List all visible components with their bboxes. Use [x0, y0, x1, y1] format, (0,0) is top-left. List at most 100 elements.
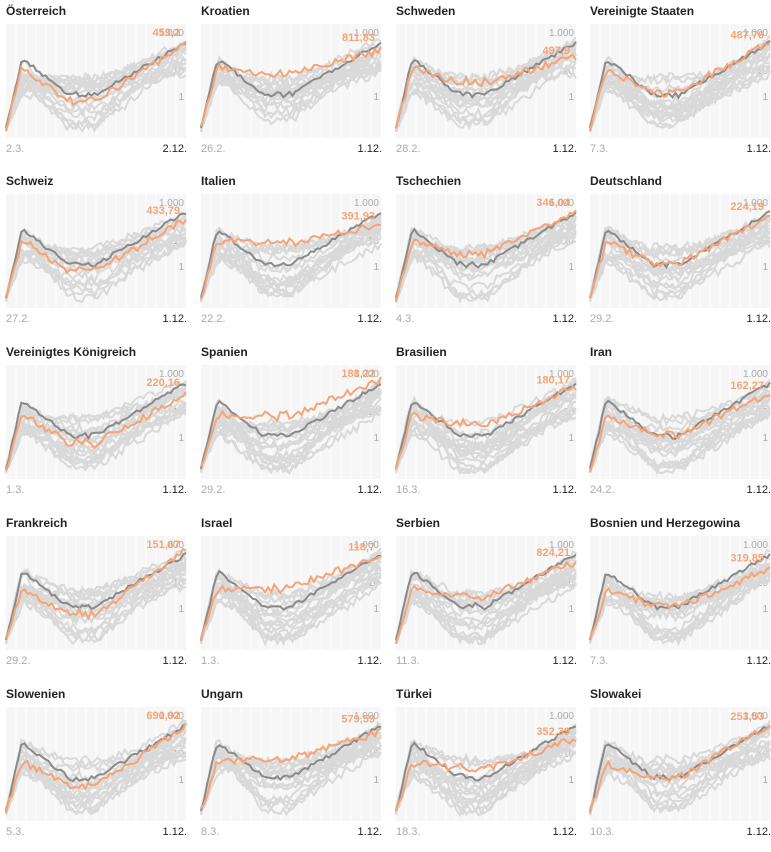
panel-title: Slowakei — [590, 687, 642, 701]
comparison-series-line — [200, 744, 382, 811]
panel-title: Vereinigte Staaten — [590, 4, 695, 18]
chart-panel: Österreich 1.000 10 1 459,2 2.3. 2.12. — [5, 4, 193, 169]
y-tick-label: 1.000 — [354, 711, 379, 722]
comparison-series-line — [589, 564, 771, 642]
panel-title: Israel — [201, 516, 233, 530]
highlighted-series-line — [5, 391, 187, 472]
comparison-series-line — [395, 551, 577, 641]
comparison-series-line — [395, 739, 577, 814]
comparison-series-line — [589, 741, 771, 813]
comparison-series-line — [200, 47, 382, 133]
reference-series-line — [200, 383, 382, 470]
comparison-series-line — [589, 404, 771, 468]
value-label: 579,59 — [341, 713, 375, 725]
y-tick-label: 1 — [178, 775, 184, 786]
start-date-label: 16.3. — [396, 484, 421, 496]
y-tick-label: 1.000 — [743, 198, 768, 209]
y-tick-label: 1 — [178, 92, 184, 103]
highlighted-series-line — [5, 722, 187, 814]
panel-title: Frankreich — [6, 516, 68, 530]
panel-title: Bosnien und Herzegowina — [590, 516, 741, 530]
chart-panel: Brasilien 1.000 10 1 180,17 16.3. 1.12. — [395, 345, 583, 510]
comparison-series-line — [589, 579, 771, 643]
comparison-series-line — [395, 729, 577, 814]
y-tick-label: 1 — [373, 604, 379, 615]
end-date-label: 1.12. — [746, 484, 771, 496]
reference-series-line — [589, 724, 771, 812]
highlighted-series-line — [395, 53, 577, 129]
highlighted-series-line — [5, 219, 187, 298]
end-date-label: 1.12. — [357, 655, 382, 667]
y-tick-label: 1 — [568, 433, 574, 444]
y-tick-label: 1 — [762, 433, 768, 444]
y-tick-label: 1 — [568, 262, 574, 273]
comparison-series-line — [5, 390, 187, 470]
chart-panel: Iran 1.000 10 1 162,27 24.2. 1.12. — [589, 345, 771, 510]
comparison-series-line — [589, 408, 771, 472]
comparison-series-line — [5, 235, 187, 303]
panel-plot: 1.000 10 1 188,22 — [200, 365, 382, 479]
panel-title: Brasilien — [396, 345, 447, 359]
panel-title: Kroatien — [201, 4, 250, 18]
comparison-series-line — [200, 565, 382, 640]
y-tick-label: 1 — [373, 92, 379, 103]
y-tick-label: 1.000 — [354, 28, 379, 39]
highlighted-series-line — [5, 547, 187, 639]
chart-panel: Kroatien 1.000 10 1 811,83 26.2. 1.12. — [200, 4, 388, 169]
start-date-label: 22.2. — [201, 313, 226, 325]
reference-series-line — [5, 383, 187, 470]
y-tick-label: 1.000 — [159, 540, 184, 551]
y-tick-label: 1 — [373, 775, 379, 786]
chart-panel: Italien 1.000 10 1 391,93 22.2. 1.12. — [200, 174, 388, 339]
chart-panel: Spanien 1.000 10 1 188,22 29.2. 1.12. — [200, 345, 388, 510]
comparison-series-line — [395, 36, 577, 133]
panel-title: Türkei — [396, 687, 433, 701]
value-label: 352,39 — [536, 726, 570, 738]
start-date-label: 10.3. — [590, 826, 615, 838]
highlighted-series-line — [200, 376, 382, 468]
comparison-series-line — [589, 52, 771, 132]
reference-series-line — [200, 554, 382, 641]
value-label: 824,21 — [536, 547, 570, 559]
highlighted-series-line — [395, 385, 577, 470]
comparison-series-line — [589, 46, 771, 131]
value-label: 391,93 — [341, 211, 375, 223]
comparison-series-line — [200, 722, 382, 815]
start-date-label: 28.2. — [396, 143, 421, 155]
start-date-label: 11.3. — [396, 655, 420, 667]
reference-series-line — [5, 723, 187, 812]
value-label: 433,79 — [146, 205, 180, 217]
value-label: 118,7 — [348, 541, 375, 553]
comparison-series-line — [5, 561, 187, 642]
comparison-series-line — [589, 68, 771, 126]
comparison-series-line — [5, 66, 187, 127]
panel-title: Deutschland — [590, 174, 663, 188]
comparison-series-line — [395, 561, 577, 645]
y-tick-label: 1.000 — [159, 711, 184, 722]
comparison-series-line — [589, 732, 771, 815]
panel-title: Italien — [201, 174, 236, 188]
chart-panel: Türkei 1.000 10 1 352,39 18.3. 1.12. — [395, 687, 583, 852]
end-date-label: 1.12. — [746, 313, 771, 325]
comparison-series-line — [395, 394, 577, 469]
start-date-label: 27.2. — [6, 313, 31, 325]
highlighted-series-line — [589, 566, 771, 640]
end-date-label: 1.12. — [746, 655, 771, 667]
comparison-series-line — [5, 745, 187, 812]
end-date-label: 1.12. — [162, 826, 187, 838]
comparison-series-line — [395, 571, 577, 643]
start-date-label: 4.3. — [396, 313, 415, 325]
y-tick-label: 1 — [178, 604, 184, 615]
value-label: 811,83 — [342, 32, 375, 44]
start-date-label: 26.2. — [201, 143, 226, 155]
comparison-series-line — [5, 232, 187, 296]
comparison-series-line — [589, 578, 771, 647]
y-tick-label: 1.000 — [549, 198, 574, 209]
y-tick-label: 1.000 — [549, 540, 574, 551]
